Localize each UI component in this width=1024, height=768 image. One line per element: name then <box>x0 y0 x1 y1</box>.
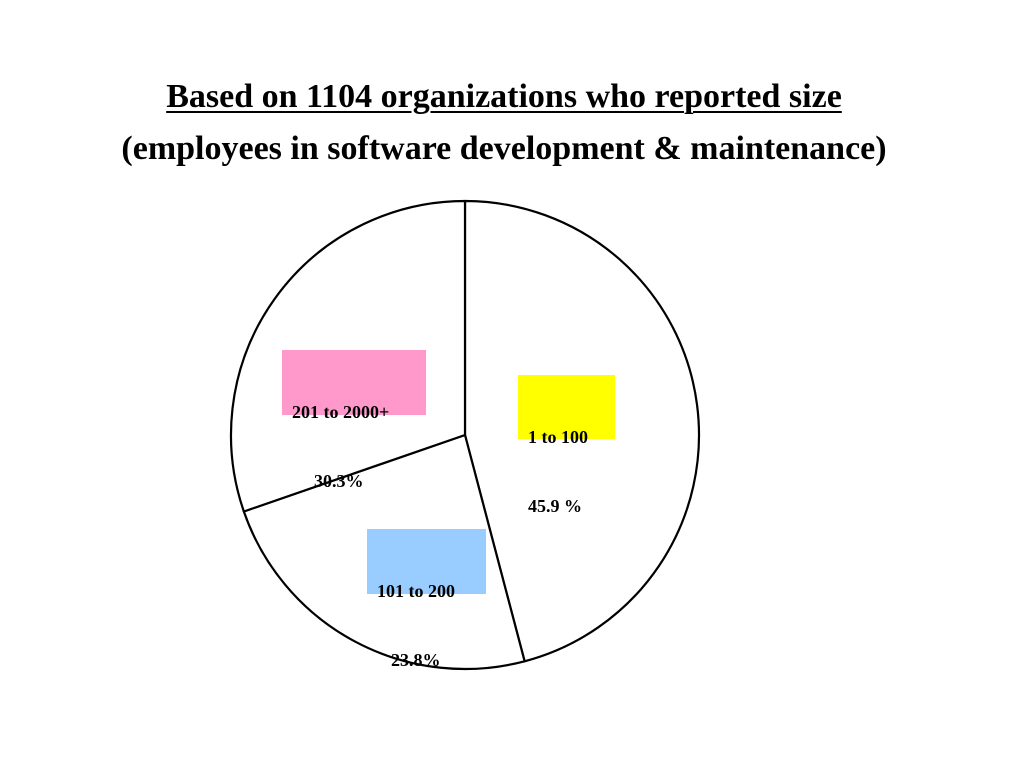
slice-label-name: 1 to 100 <box>528 427 588 447</box>
slice-label-value: 23.8% <box>391 650 441 670</box>
slice-label-1-to-100: 1 to 100 45.9 % <box>518 375 615 516</box>
slice-label-name: 201 to 2000+ <box>292 402 390 422</box>
slice-label-201-to-2000: 201 to 2000+ 30.3% <box>282 350 426 491</box>
chart-title-line-1: Based on 1104 organizations who reported… <box>166 78 842 115</box>
slice-label-value: 30.3% <box>314 471 364 491</box>
chart-title-line-2: (employees in software development & mai… <box>121 130 887 167</box>
slice-label-name: 101 to 200 <box>377 581 455 601</box>
slice-label-value: 45.9 % <box>528 496 582 516</box>
slice-label-101-to-200: 101 to 200 23.8% <box>367 529 486 670</box>
